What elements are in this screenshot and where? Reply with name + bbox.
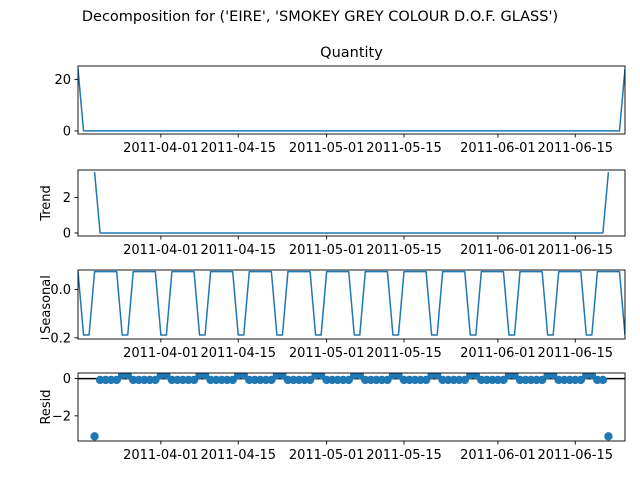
trend-xtick-label: 2011-06-01 bbox=[460, 243, 536, 258]
resid-point bbox=[267, 375, 276, 385]
resid-xtick-label: 2011-04-01 bbox=[123, 448, 199, 463]
resid-ylabel: Resid bbox=[39, 389, 54, 424]
figure-title: Decomposition for ('EIRE', 'SMOKEY GREY … bbox=[82, 9, 558, 25]
resid-point bbox=[576, 375, 585, 385]
resid-point bbox=[598, 375, 608, 385]
trend-frame bbox=[77, 169, 626, 237]
trend-xtick-label: 2011-06-15 bbox=[537, 243, 613, 258]
observed-xtick-label: 2011-05-15 bbox=[366, 141, 442, 156]
resid-ytick-label: 0 bbox=[63, 372, 71, 387]
resid-data bbox=[78, 373, 625, 441]
observed-frame bbox=[77, 65, 626, 135]
seasonal-data bbox=[78, 270, 625, 336]
observed-xtick-label: 2011-04-01 bbox=[123, 141, 199, 156]
observed-xtick-label: 2011-04-15 bbox=[200, 141, 276, 156]
resid-xtick-label: 2011-06-01 bbox=[460, 448, 536, 463]
seasonal-ytick-label: −0.2 bbox=[39, 331, 71, 346]
resid-point bbox=[604, 432, 613, 441]
trend-line bbox=[93, 172, 610, 234]
trend-xtick-label: 2011-05-15 bbox=[366, 243, 442, 258]
resid-point bbox=[90, 432, 99, 441]
panel-observed: Quantity 0 20 2011-04-01 2011-04-15 2011-05-0… bbox=[54, 45, 626, 156]
seasonal-xtick-label: 2011-05-15 bbox=[366, 346, 442, 361]
seasonal-xtick-label: 2011-05-01 bbox=[289, 346, 365, 361]
resid-point bbox=[383, 375, 392, 385]
resid-point bbox=[344, 375, 353, 385]
resid-ytick-label: −2 bbox=[52, 409, 71, 424]
observed-title: Quantity bbox=[320, 45, 383, 61]
observed-ytick-label: 0 bbox=[63, 125, 71, 140]
resid-xtick-label: 2011-06-15 bbox=[537, 448, 613, 463]
resid-frame bbox=[77, 372, 626, 442]
observed-data bbox=[78, 69, 625, 132]
resid-xtick-label: 2011-04-15 bbox=[200, 448, 276, 463]
resid-point bbox=[499, 375, 508, 385]
resid-point bbox=[189, 375, 199, 385]
trend-xtick-label: 2011-04-15 bbox=[200, 243, 276, 258]
resid-xtick-label: 2011-05-01 bbox=[289, 448, 365, 463]
resid-point bbox=[537, 375, 547, 385]
panel-seasonal: Seasonal−0.2 0.0 2011-04-01 2011-04-15 2011-… bbox=[39, 269, 626, 361]
trend-ytick-label: 2 bbox=[63, 191, 71, 206]
observed-xtick-label: 2011-06-01 bbox=[460, 141, 536, 156]
trend-xtick-label: 2011-05-01 bbox=[289, 243, 365, 258]
seasonal-xtick-label: 2011-06-15 bbox=[537, 346, 613, 361]
observed-ytick-label: 20 bbox=[54, 73, 71, 88]
trend-data bbox=[93, 172, 610, 234]
resid-xtick-label: 2011-05-15 bbox=[366, 448, 442, 463]
resid-point bbox=[228, 375, 237, 385]
observed-xtick-label: 2011-06-15 bbox=[537, 141, 613, 156]
resid-point bbox=[305, 375, 315, 385]
resid-point bbox=[460, 375, 469, 385]
observed-line bbox=[78, 69, 625, 132]
seasonal-ylabel: Seasonal bbox=[39, 275, 54, 334]
resid-point bbox=[151, 375, 160, 385]
resid-point bbox=[421, 375, 431, 385]
trend-xtick-label: 2011-04-01 bbox=[123, 243, 199, 258]
seasonal-frame bbox=[77, 269, 626, 340]
trend-ytick-label: 0 bbox=[63, 227, 71, 242]
seasonal-xtick-label: 2011-04-01 bbox=[123, 346, 199, 361]
seasonal-line bbox=[78, 270, 625, 336]
resid-point bbox=[112, 375, 121, 385]
seasonal-ytick-label: 0.0 bbox=[50, 283, 71, 298]
seasonal-xtick-label: 2011-04-15 bbox=[200, 346, 276, 361]
seasonal-xtick-label: 2011-06-01 bbox=[460, 346, 536, 361]
trend-ylabel: Trend bbox=[39, 185, 54, 222]
observed-xtick-label: 2011-05-01 bbox=[289, 141, 365, 156]
